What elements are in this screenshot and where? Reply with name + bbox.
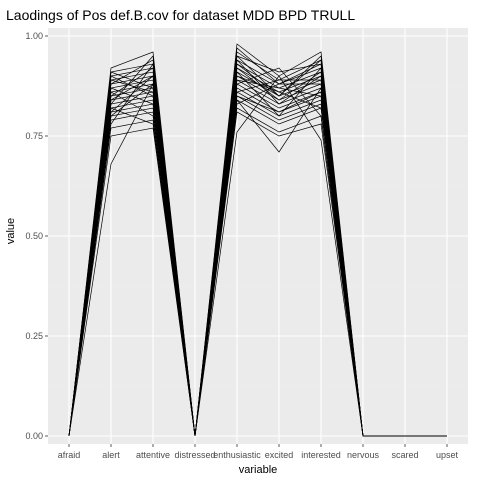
x-tick-label: alert — [102, 450, 120, 460]
y-tick-label: 0.25 — [25, 331, 43, 341]
series-lines — [68, 43, 447, 437]
x-tick-label: scared — [391, 450, 418, 460]
series-line-30 — [68, 55, 447, 437]
y-tick-label: 0.50 — [25, 231, 43, 241]
x-tick-label: excited — [265, 450, 294, 460]
y-axis-title: value — [5, 218, 17, 244]
x-tick-label: distressed — [174, 450, 215, 460]
x-tick-label: afraid — [58, 450, 81, 460]
y-tick-label: 0.75 — [25, 131, 43, 141]
x-tick-label: nervous — [347, 450, 380, 460]
axes: 0.00 0.25 0.50 0.75 1.00 afraid alert attentive… — [25, 31, 458, 460]
x-tick-label: enthusiastic — [213, 450, 261, 460]
y-tick-label: 0.00 — [25, 431, 43, 441]
plot-panel — [48, 28, 468, 444]
x-axis-title: variable — [239, 464, 278, 476]
x-tick-label: upset — [436, 450, 459, 460]
x-tick-label: attentive — [136, 450, 170, 460]
chart-title: Laodings of Pos def.B.cov for dataset MD… — [6, 7, 355, 23]
x-tick-label: interested — [301, 450, 341, 460]
y-tick-label: 1.00 — [25, 31, 43, 41]
